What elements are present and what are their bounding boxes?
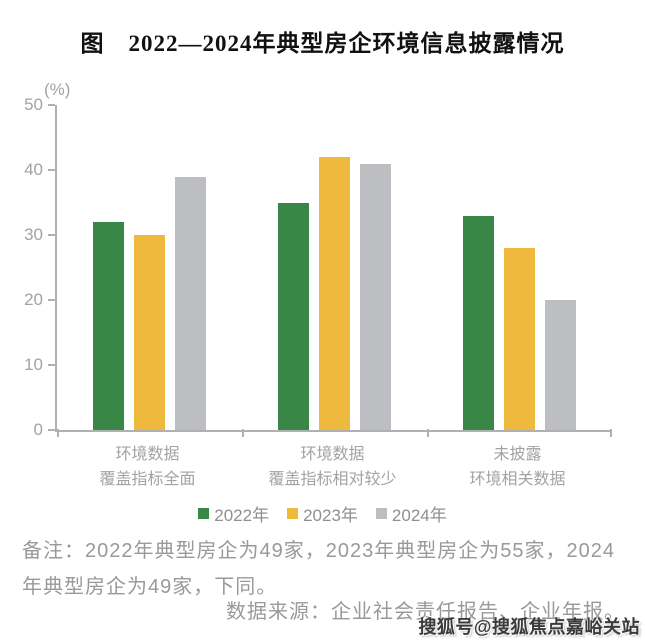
y-axis-tick <box>48 104 55 106</box>
y-axis-tick <box>48 169 55 171</box>
y-axis-unit-label: (%) <box>44 80 71 99</box>
remark-note: 备注：2022年典型房企为49家，2023年典型房企为55家，2024年典型房企… <box>22 540 615 598</box>
bar-2023年-cat3 <box>504 248 535 430</box>
bar-2023年-cat1 <box>134 235 165 430</box>
watermark: 搜狐号@搜狐焦点嘉峪关站 <box>418 617 640 637</box>
y-axis-tick-label: 10 <box>24 355 43 374</box>
y-axis-tick-label: 40 <box>24 160 43 179</box>
y-axis-tick-label: 30 <box>24 225 43 244</box>
y-axis-tick-label: 0 <box>33 420 43 439</box>
legend-label-2023年: 2023年 <box>303 506 358 525</box>
x-axis-category-label: 未披露 环境相关数据 <box>469 446 566 488</box>
x-axis-labels: 环境数据 覆盖指标全面 环境数据 覆盖指标相对较少 未披露 环境相关数据 <box>55 443 610 493</box>
y-axis-tick <box>48 234 55 236</box>
chart-legend: 2022年 2023年 2024年 <box>0 501 645 526</box>
legend-swatch-2024年 <box>375 508 387 519</box>
chart-title: 图 2022—2024年典型房企环境信息披露情况 <box>80 31 565 56</box>
x-axis-tick <box>242 429 244 437</box>
legend-item-2023年: 2023年 <box>287 501 358 526</box>
y-axis-tick-label: 50 <box>24 95 43 114</box>
bar-2022年-cat2 <box>278 202 309 430</box>
legend-item-2022年: 2022年 <box>198 501 269 526</box>
x-axis-category-label: 环境数据 覆盖指标全面 <box>99 446 196 488</box>
legend-item-2024年: 2024年 <box>375 501 447 526</box>
bar-2022年-cat3 <box>463 215 494 430</box>
x-axis-tick <box>57 429 59 437</box>
y-axis-tick <box>48 299 55 301</box>
legend-swatch-2022年 <box>198 508 210 519</box>
bar-2024年-cat3 <box>545 300 576 430</box>
x-axis-tick <box>610 429 612 437</box>
data-source-note: 数据来源：企业社会责任报告、企业年报。 <box>226 601 625 623</box>
y-axis-tick-label: 20 <box>24 290 43 309</box>
bar-2024年-cat2 <box>360 163 391 430</box>
y-axis-tick <box>48 429 55 431</box>
x-axis-tick <box>427 429 429 437</box>
legend-label-2024年: 2024年 <box>391 506 447 525</box>
y-axis-tick <box>48 364 55 366</box>
plot-area: 0 10 20 30 40 50 <box>24 95 612 439</box>
legend-swatch-2023年 <box>287 508 299 519</box>
bar-2023年-cat2 <box>319 157 350 430</box>
x-axis-category-label: 环境数据 覆盖指标相对较少 <box>268 446 397 488</box>
bar-2022年-cat1 <box>93 222 124 430</box>
legend-label-2022年: 2022年 <box>214 506 270 525</box>
bar-2024年-cat1 <box>175 176 206 430</box>
